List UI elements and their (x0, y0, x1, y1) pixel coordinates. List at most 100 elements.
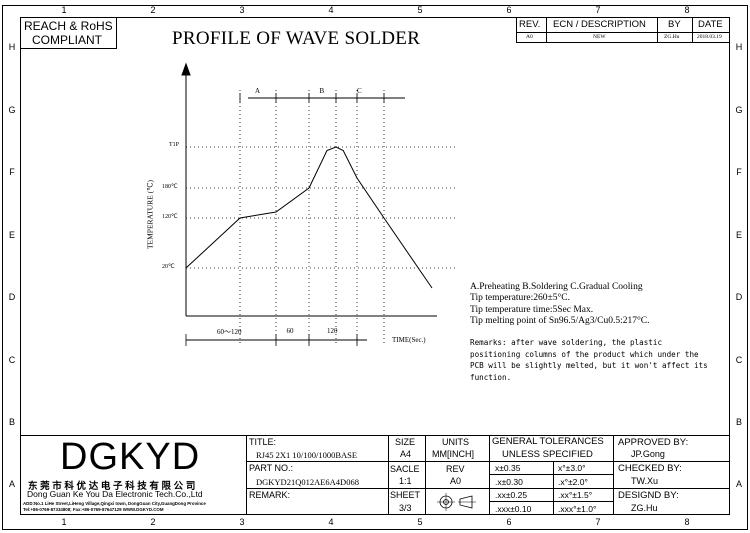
y-tick-label: 120℃ (162, 214, 178, 220)
remark-line: PCB will be slightly melted, but it won'… (470, 361, 708, 370)
tb-h-appr2 (613, 488, 730, 489)
tb-approved-label: APPROVED BY: (618, 437, 689, 448)
tb-size-value: A4 (400, 449, 412, 459)
tb-h-appr1 (613, 461, 730, 462)
column-number: 6 (506, 517, 512, 527)
row-letter: B (8, 417, 15, 427)
row-letter: E (735, 230, 742, 240)
remark-line: Remarks: after wave soldering, the plast… (470, 338, 663, 347)
row-letter: F (9, 167, 15, 177)
note-line1: A.Preheating B.Soldering C.Gradual Cooli… (470, 282, 643, 292)
tb-checked-label: CHECKED BY: (618, 463, 682, 474)
compliance-line2: COMPLIANT (32, 33, 103, 47)
tb-part-value: DGKYD21Q012AE6A4D068 (256, 477, 359, 487)
rev-row-divider (516, 32, 730, 33)
compliance-box (20, 17, 117, 49)
y-tick-label: T1P (169, 142, 180, 148)
company-address: ADD:No.1 LiHe Street,LiHeng Village,Qing… (23, 501, 206, 506)
revision-table (516, 17, 730, 43)
column-number: 4 (328, 517, 334, 527)
tb-h-tol3 (489, 488, 613, 489)
y-tick-label: 20℃ (162, 264, 175, 270)
column-number: 7 (595, 5, 601, 15)
remark-line: function. (470, 372, 512, 382)
tb-rev-value: A0 (450, 476, 462, 486)
tb-rev-label: REV (446, 464, 465, 474)
tolerance-linear: .xx±0.25 (495, 490, 528, 500)
tolerance-linear: .x±0.30 (495, 476, 523, 487)
column-number: 1 (61, 5, 67, 15)
tb-part-label: PART NO.: (249, 463, 294, 473)
tb-scale-value: 1:1 (399, 476, 412, 486)
tb-h-tol2 (489, 474, 613, 475)
row-letter: B (735, 417, 742, 427)
tb-divider-units (425, 435, 426, 515)
tb-divider-size (388, 435, 389, 515)
column-number: 5 (417, 5, 423, 15)
tolerance-angular: .x°±2.0° (558, 476, 588, 487)
row-letter: D (735, 292, 743, 302)
rev-row-date: 2018.03.19 (697, 34, 722, 40)
company-name-en: Dong Guan Ke You Da Electronic Tech.Co.,… (27, 489, 203, 499)
rev-row-by: ZG.Hu (664, 34, 680, 40)
tolerance-angular: .xxx°±1.0° (558, 503, 597, 514)
row-letter: H (735, 42, 743, 52)
company-contact: Tel:+86-0769-87334808; Fax:+86-0769-8764… (23, 507, 164, 512)
tb-h-tol1 (489, 461, 613, 462)
tb-divider-logo (246, 435, 247, 515)
rev-row-ecn: NEW (593, 34, 606, 40)
tolerance-linear: .xxx±0.10 (495, 503, 532, 514)
tb-tol-header1: GENERAL TOLERANCES (492, 436, 604, 447)
rev-col-divider-2 (657, 17, 658, 43)
projection-symbol (437, 493, 476, 511)
column-number: 2 (150, 517, 156, 527)
row-letter: A (735, 479, 742, 489)
tb-divider-approve (613, 435, 614, 515)
row-letter: E (8, 230, 15, 240)
column-number: 6 (506, 5, 512, 15)
rev-col-divider-1 (546, 17, 547, 43)
tb-h-part (246, 488, 489, 489)
tb-tol-header2: UNLESS SPECIFIED (502, 449, 593, 460)
tb-h-tol4 (489, 501, 613, 502)
tb-scale-label: SACLE (390, 464, 420, 474)
y-tick-label: 180℃ (162, 184, 178, 190)
page-title: PROFILE OF WAVE SOLDER (172, 28, 421, 49)
tb-sheet-value: 3/3 (399, 503, 412, 513)
note-line4: Tip melting point of Sn96.5/Ag3/Cu0.5:21… (470, 316, 650, 326)
tb-remark-label: REMARK: (249, 490, 291, 500)
tolerance-angular: x°±3.0° (558, 463, 586, 473)
tb-units-label: UNITS (442, 437, 469, 447)
row-letter: G (735, 105, 743, 115)
remark-line: positioning columns of the product which… (470, 349, 699, 359)
tb-approved-value: JP.Gong (631, 449, 665, 459)
rev-header-date: DATE (698, 19, 723, 30)
tb-title-value: RJ45 2X1 10/100/1000BASE (256, 450, 358, 460)
compliance-line1: REACH & RoHS (24, 19, 113, 33)
column-number: 5 (417, 517, 423, 527)
drawing-border (2, 5, 748, 530)
tb-h-title (246, 461, 489, 462)
row-letter: C (8, 355, 16, 365)
rev-header-ecn: ECN / DESCRIPTION (553, 19, 646, 30)
tolerance-linear: x±0.35 (495, 463, 521, 473)
row-letter: D (8, 292, 16, 302)
column-number: 7 (595, 517, 601, 527)
column-number: 1 (61, 517, 67, 527)
tb-sheet-label: SHEET (390, 490, 421, 500)
tb-title-label: TITLE: (249, 437, 277, 447)
note-line2: Tip temperature:260±5°C. (470, 293, 570, 303)
temperature-profile-line (185, 146, 433, 289)
tb-divider-tol (489, 435, 490, 515)
row-letter: C (735, 355, 743, 365)
column-number: 4 (328, 5, 334, 15)
time-segment-label: 120 (327, 327, 338, 335)
row-letter: F (736, 167, 742, 177)
tolerance-angular: .xx°±1.5° (558, 490, 593, 500)
time-segment-label: 60 (286, 327, 294, 335)
row-letter: A (8, 479, 15, 489)
company-logo: DGKYD (60, 436, 201, 478)
column-number: 3 (239, 5, 245, 15)
x-axis-label: TIME(Sec.) (392, 336, 426, 344)
